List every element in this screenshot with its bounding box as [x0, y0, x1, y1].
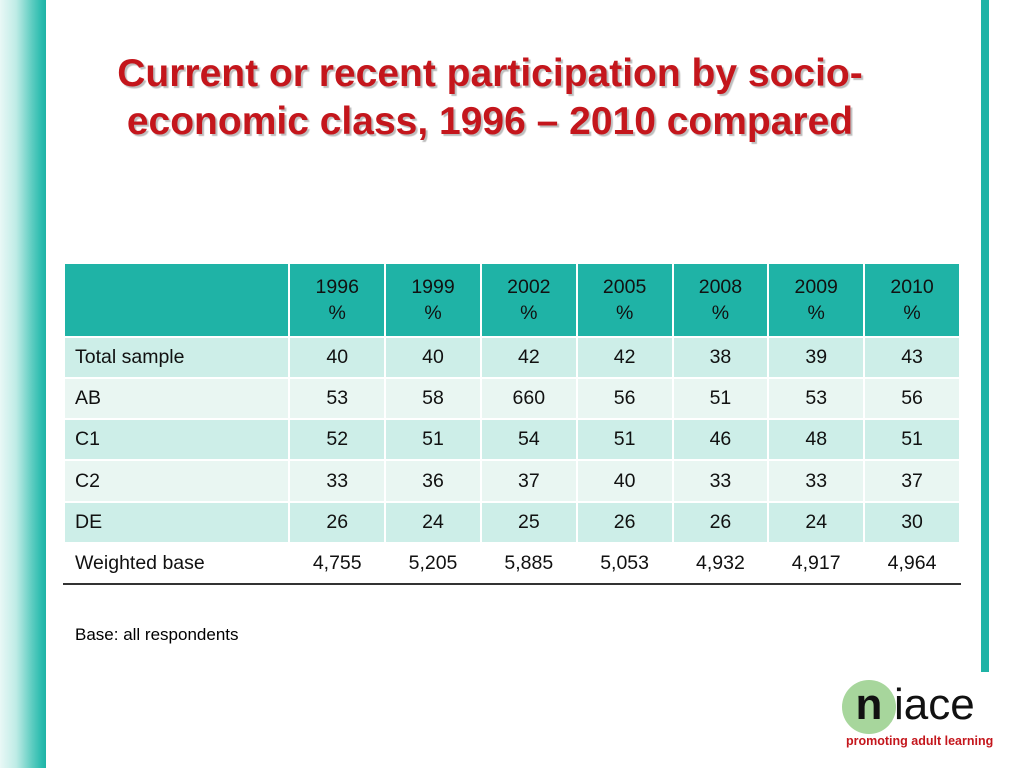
table-cell: 54 — [479, 418, 578, 462]
table-cell: 660 — [479, 377, 578, 421]
table-cell: 5,053 — [576, 541, 674, 586]
table-row: C2 33 36 37 40 33 33 37 — [62, 459, 961, 503]
table-row: Total sample 40 40 42 42 38 39 43 — [62, 335, 961, 380]
header-corner-cell — [62, 262, 291, 338]
table-cell: 51 — [384, 418, 482, 462]
table-cell: 51 — [575, 418, 674, 462]
table-row-weighted-base: Weighted base 4,755 5,205 5,885 5,053 4,… — [62, 541, 961, 586]
right-decorative-bar — [981, 0, 989, 672]
table-cell: 51 — [863, 418, 961, 462]
header-1999: 1999% — [384, 262, 482, 338]
row-label: DE — [62, 500, 291, 544]
table-cell: 33 — [671, 459, 770, 503]
table-cell: 24 — [767, 500, 866, 544]
left-decorative-bar — [0, 0, 46, 768]
header-2009: 2009% — [767, 262, 866, 338]
table-cell: 56 — [575, 377, 674, 421]
table-cell: 33 — [767, 459, 866, 503]
table-cell: 42 — [479, 335, 578, 380]
niace-logo: n iace promoting adult learning — [842, 678, 1002, 752]
table-cell: 51 — [671, 377, 770, 421]
table-cell: 4,755 — [288, 541, 387, 586]
table-row: DE 26 24 25 26 26 24 30 — [62, 500, 961, 544]
table-row: AB 53 58 660 56 51 53 56 — [62, 377, 961, 421]
table-cell: 38 — [671, 335, 770, 380]
slide-title: Current or recent participation by socio… — [117, 52, 863, 143]
table-cell: 39 — [767, 335, 866, 380]
participation-table: 1996% 1999% 2002% 2005% 2008% 2009% 2010… — [62, 262, 961, 586]
base-note: Base: all respondents — [75, 625, 239, 644]
table-cell: 30 — [863, 500, 961, 544]
header-2008: 2008% — [671, 262, 770, 338]
table-cell: 5,205 — [384, 541, 482, 586]
table-cell: 58 — [384, 377, 482, 421]
table-cell: 43 — [863, 335, 961, 380]
table-cell: 40 — [288, 335, 387, 380]
table-cell: 40 — [575, 459, 674, 503]
table-cell: 52 — [288, 418, 387, 462]
table-cell: 53 — [767, 377, 866, 421]
row-label: Weighted base — [62, 541, 291, 586]
table-cell: 37 — [863, 459, 961, 503]
row-label: Total sample — [62, 335, 291, 380]
table-cell: 56 — [863, 377, 961, 421]
table-cell: 26 — [671, 500, 770, 544]
logo-wordmark: iace — [894, 680, 975, 729]
header-2005: 2005% — [575, 262, 674, 338]
table-cell: 24 — [384, 500, 482, 544]
table-cell: 25 — [479, 500, 578, 544]
logo-n-circle: n — [842, 680, 896, 734]
table-cell: 42 — [575, 335, 674, 380]
table-cell: 4,964 — [863, 541, 961, 586]
table-cell: 26 — [288, 500, 387, 544]
table-cell: 36 — [384, 459, 482, 503]
row-label: C2 — [62, 459, 291, 503]
table-cell: 4,932 — [672, 541, 770, 586]
logo-tagline: promoting adult learning — [846, 734, 994, 748]
table-header-row: 1996% 1999% 2002% 2005% 2008% 2009% 2010… — [62, 262, 961, 338]
header-2002: 2002% — [479, 262, 578, 338]
table-cell: 48 — [767, 418, 866, 462]
table-cell: 33 — [288, 459, 387, 503]
header-1996: 1996% — [288, 262, 387, 338]
header-2010: 2010% — [863, 262, 961, 338]
table-cell: 40 — [384, 335, 482, 380]
table-cell: 46 — [671, 418, 770, 462]
table-cell: 26 — [575, 500, 674, 544]
table-cell: 53 — [288, 377, 387, 421]
table-cell: 4,917 — [767, 541, 866, 586]
table-cell: 5,885 — [480, 541, 578, 586]
table-row: C1 52 51 54 51 46 48 51 — [62, 418, 961, 462]
table-cell: 37 — [479, 459, 578, 503]
row-label: AB — [62, 377, 291, 421]
row-label: C1 — [62, 418, 291, 462]
